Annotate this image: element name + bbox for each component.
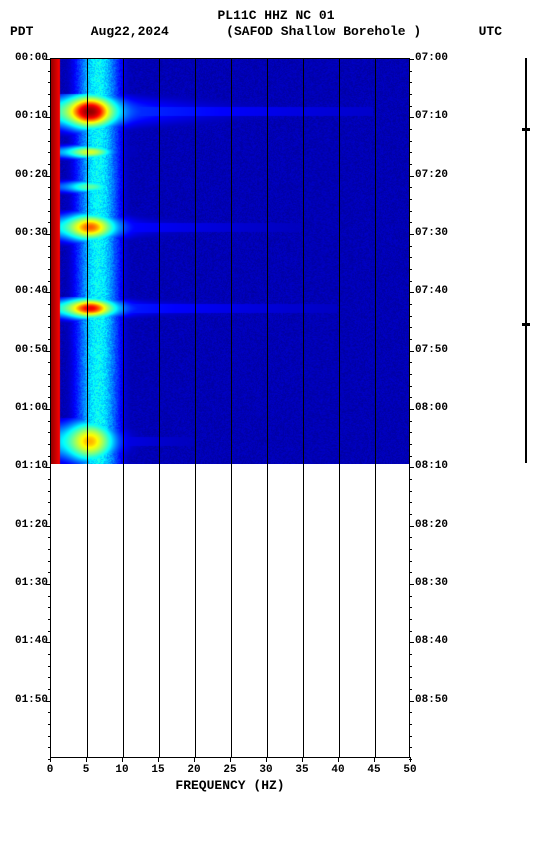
spectrogram-canvas bbox=[51, 59, 409, 464]
y-axis-left: 00:0000:1000:2000:3000:4000:5001:0001:10… bbox=[3, 58, 48, 758]
amplitude-bar bbox=[525, 58, 527, 463]
timezone-left: PDT bbox=[10, 24, 33, 39]
spectrogram-plot bbox=[50, 58, 410, 758]
y-axis-right: 07:0007:1007:2007:3007:4007:5008:0008:10… bbox=[415, 58, 460, 758]
timezone-right: UTC bbox=[479, 24, 502, 39]
station-id: PL11C HHZ NC 01 bbox=[0, 8, 552, 24]
site-name: (SAFOD Shallow Borehole ) bbox=[226, 24, 421, 39]
date: Aug22,2024 bbox=[91, 24, 169, 39]
x-axis-label: FREQUENCY (HZ) bbox=[50, 778, 410, 793]
x-axis: 05101520253035404550 bbox=[50, 760, 410, 780]
